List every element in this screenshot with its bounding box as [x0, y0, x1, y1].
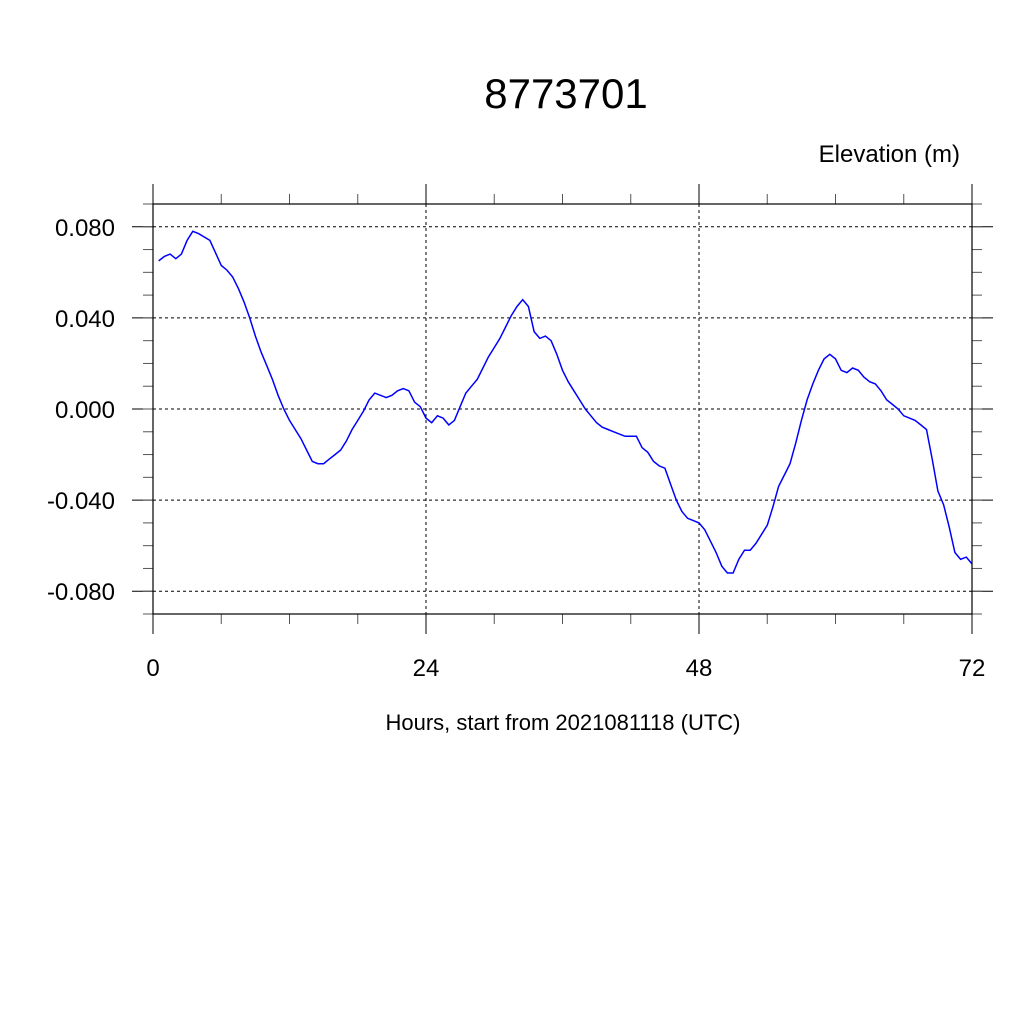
y-tick-label: 0.080 [55, 215, 115, 242]
x-tick-label: 0 [146, 655, 159, 682]
y-tick-label: -0.080 [47, 579, 115, 606]
x-tick-label: 72 [959, 655, 986, 682]
x-tick-label: 24 [413, 655, 440, 682]
y-tick-label: 0.040 [55, 306, 115, 333]
y-axis-label: Elevation (m) [819, 141, 960, 168]
plot-frame [152, 203, 973, 615]
x-tick-label: 48 [686, 655, 713, 682]
y-tick-label: -0.040 [47, 488, 115, 515]
grid-layer [153, 204, 972, 614]
y-tick-label: 0.000 [55, 397, 115, 424]
tick-label-layer: 0.080 0.040 0.000 -0.040 -0.080 0 24 48 72 [47, 215, 985, 682]
x-axis-label: Hours, start from 2021081118 (UTC) [386, 710, 741, 735]
chart-title: 8773701 [484, 70, 648, 117]
series-line-elevation [158, 230, 973, 574]
tick-layer [132, 184, 993, 634]
